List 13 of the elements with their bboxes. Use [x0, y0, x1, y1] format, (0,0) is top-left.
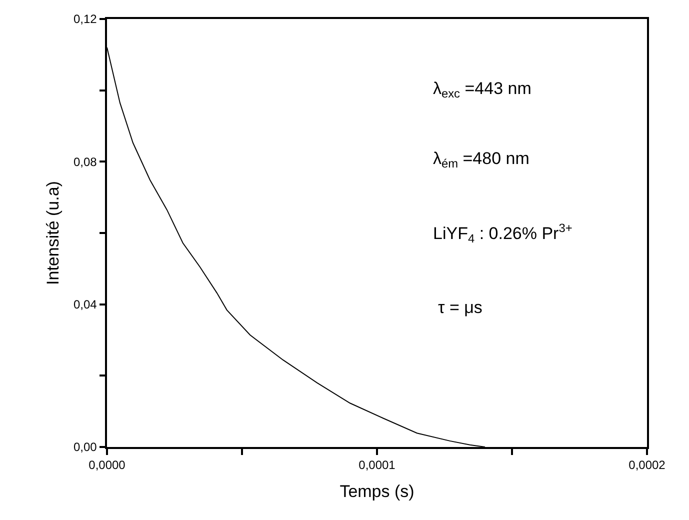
- annotation: LiYF$_{4}$ : 0.26% Pr$^{3+}$: [433, 221, 572, 246]
- x-axis-title: Temps (s): [340, 482, 414, 502]
- y-tick-label: 0,00: [73, 440, 98, 454]
- y-tick-label: 0,12: [73, 12, 98, 26]
- x-tick-label: 0,0001: [358, 458, 396, 472]
- x-tick-label: 0,0002: [628, 458, 666, 472]
- y-tick-label: 0,04: [73, 298, 98, 312]
- annotation: λ$_{exc}$ =443 nm: [433, 79, 532, 101]
- annotation: λ$_{ém}$ =480 nm: [433, 149, 530, 171]
- y-tick-label: 0,08: [73, 154, 98, 169]
- y-axis-title: Intensité (u.a): [44, 181, 63, 285]
- annotation: τ = μs: [438, 298, 482, 317]
- x-tick-label: 0,0000: [88, 458, 126, 472]
